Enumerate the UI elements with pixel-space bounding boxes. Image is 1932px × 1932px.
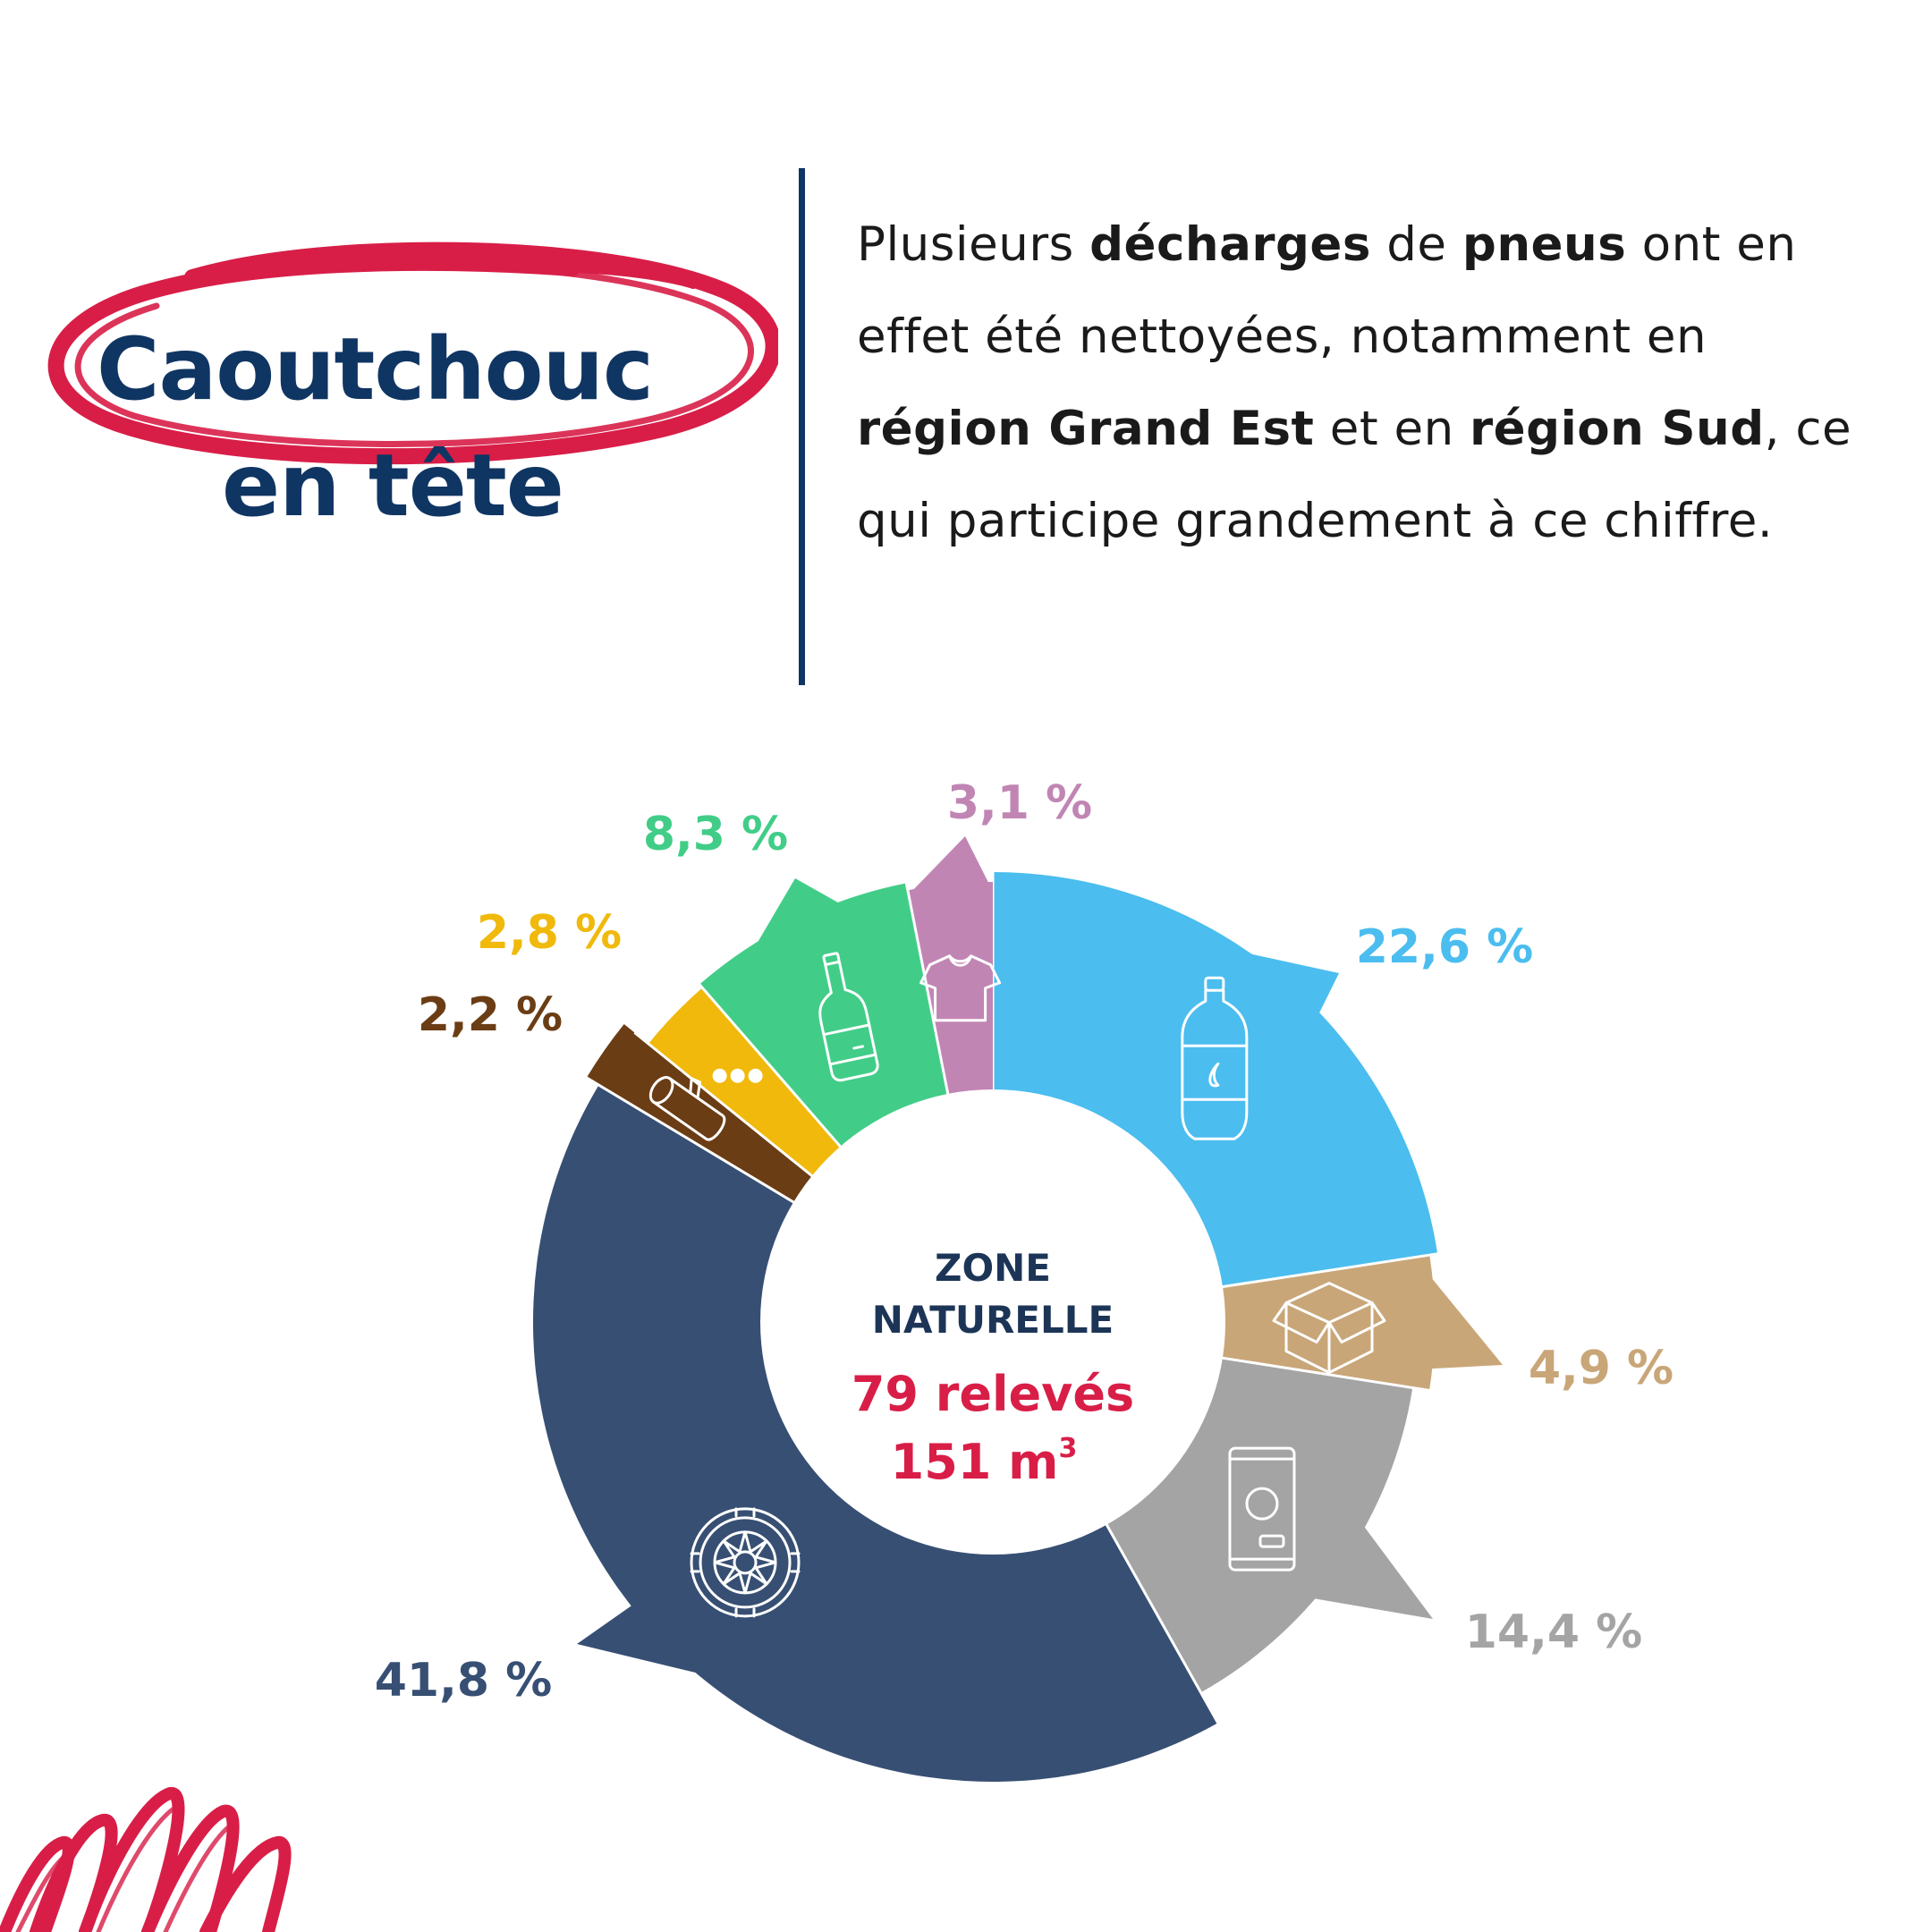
slice-separator: [686, 970, 843, 1149]
title-line-2: en tête: [222, 436, 564, 536]
slice-pointer: [1247, 953, 1339, 1015]
chart-icons: [648, 952, 1386, 1618]
chart-slice: [1106, 1357, 1413, 1693]
intro-bold-text: région Sud: [1470, 402, 1765, 456]
slice-separator: [1220, 1356, 1431, 1393]
other-dots-icon: [712, 1068, 763, 1083]
center-volume-exponent: 3: [1058, 1433, 1077, 1464]
intro-bold-text: décharges: [1089, 217, 1371, 272]
slice-percent-label: 3,1 %: [947, 776, 1092, 830]
chart-slice: [648, 987, 842, 1177]
glass-bottle-icon: [818, 952, 879, 1082]
chart-slice: [699, 883, 949, 1148]
slice-percent-label: 41,8 %: [375, 1654, 553, 1707]
chart-slices: [532, 836, 1503, 1783]
intro-text: Plusieurs: [857, 217, 1090, 272]
slice-percent-label: 2,8 %: [477, 906, 622, 960]
cardboard-box-icon: [1272, 1282, 1386, 1375]
title-line-1: Caoutchouc: [97, 319, 654, 419]
center-label-naturelle: NATURELLE: [872, 1298, 1114, 1342]
intro-text: de: [1370, 217, 1462, 272]
slice-pointer: [756, 878, 841, 945]
intro-paragraph: Plusieurs décharges de pneus ont en effe…: [857, 199, 1877, 567]
center-count: 79 relevés: [852, 1366, 1134, 1422]
slice-pointer: [1313, 1525, 1433, 1619]
tshirt-icon: [919, 954, 1002, 1022]
slice-percent-label: 4,9 %: [1529, 1342, 1674, 1395]
center-volume-number: 151 m: [891, 1434, 1059, 1490]
slice-pointer: [911, 836, 989, 892]
chart-center: ZONE NATURELLE 79 relevés 151 m3: [760, 1089, 1225, 1555]
intro-text: et en: [1314, 402, 1470, 456]
chart-labels: 22,6 % 4,9 % 14,4 % 41,8 % 2,2 % 2,8 % 8,3 % 3,…: [375, 776, 1674, 1707]
slice-separator: [1104, 1522, 1228, 1740]
slice-separator: [633, 1031, 815, 1179]
can-icon: [1228, 1446, 1296, 1572]
intro-text: , ce qui participe grandement à ce chiff…: [857, 402, 1852, 548]
red-corner-scribble: [0, 1787, 292, 1932]
intro-bold-text: région Grand Est: [857, 402, 1315, 456]
red-scribble-circle: [47, 242, 778, 465]
center-volume: 151 m3: [891, 1433, 1078, 1490]
center-label-zone: ZONE: [935, 1246, 1051, 1290]
slice-percent-label: 2,2 %: [418, 988, 563, 1042]
intro-bold-text: pneus: [1462, 217, 1627, 272]
slice-percent-label: 8,3 %: [643, 808, 788, 861]
chart-slice: [532, 1085, 1218, 1783]
slice-pointer: [577, 1605, 699, 1674]
plastic-bottle-icon: [1181, 976, 1249, 1140]
slice-pointer: [1430, 1276, 1503, 1369]
wood-log-icon: [648, 1076, 726, 1141]
slice-percent-label: 22,6 %: [1356, 920, 1534, 974]
slice-separator: [570, 1067, 796, 1205]
tire-icon: [690, 1507, 801, 1618]
slice-percent-label: 14,4 %: [1465, 1606, 1643, 1659]
chart-slice: [907, 882, 993, 1096]
vertical-divider: [799, 168, 805, 685]
chart-slice: [586, 1023, 814, 1204]
slice-separator: [1220, 1250, 1448, 1289]
intro-text: ont en effet été nettoyées, notamment en: [857, 217, 1797, 364]
